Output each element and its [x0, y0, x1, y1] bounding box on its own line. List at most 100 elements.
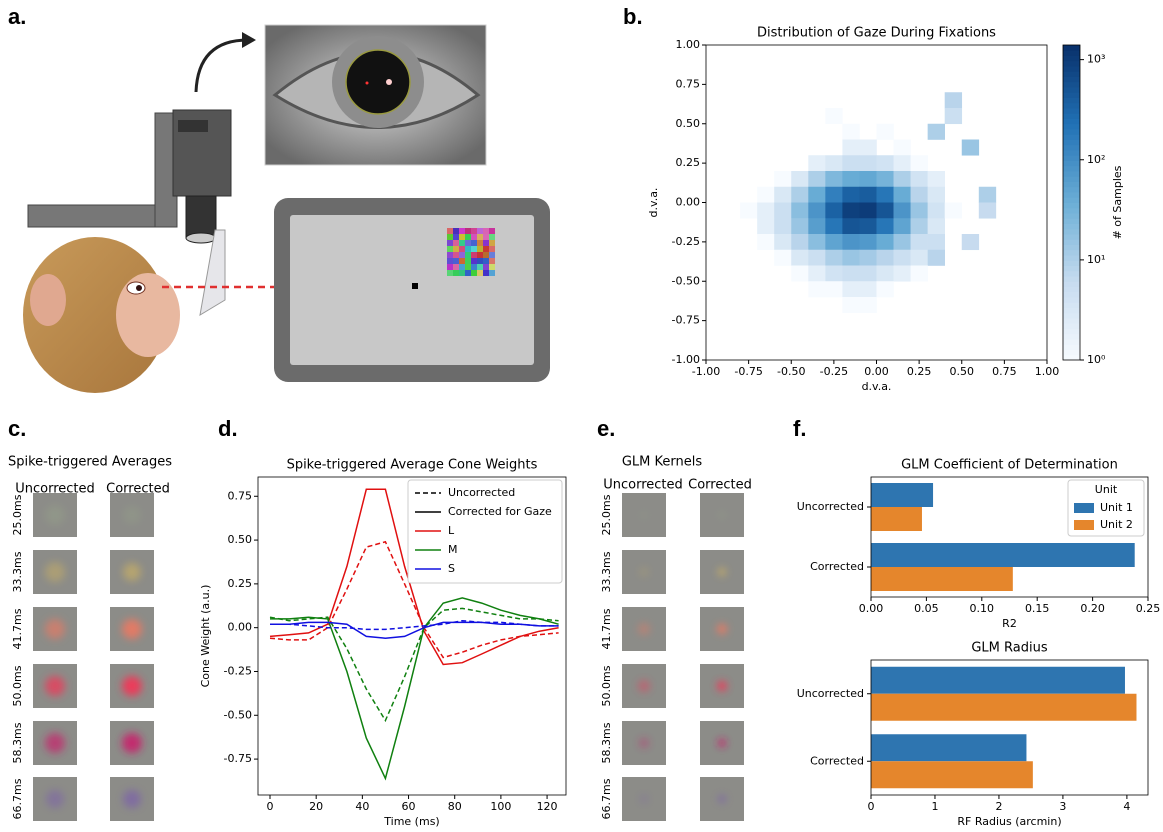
heatmap-cell — [877, 45, 894, 61]
heatmap-cell — [757, 108, 774, 124]
noise-cell — [489, 234, 495, 240]
heatmap-cell — [893, 218, 911, 235]
heatmap-cell — [910, 202, 928, 219]
heatmap-cell — [962, 281, 979, 297]
heatmap-cell — [740, 234, 757, 250]
colorbar-step — [1063, 134, 1080, 140]
heatmap-cell — [1030, 155, 1047, 171]
heatmap-cell — [757, 313, 774, 329]
heatmap-cell — [944, 202, 963, 219]
heatmap-cell — [859, 92, 876, 108]
noise-cell — [483, 246, 489, 252]
heatmap-cell — [893, 155, 911, 172]
colorbar-step — [1063, 281, 1080, 287]
heatmap-cell — [945, 250, 962, 266]
heatmap-cell — [825, 77, 842, 93]
noise-cell — [483, 270, 489, 276]
heatmap-cell — [876, 186, 894, 203]
heatmap-cell — [911, 45, 928, 61]
x-tick-label: 20 — [309, 800, 323, 813]
noise-cell — [459, 264, 465, 270]
noise-cell — [477, 234, 483, 240]
x-tick-label: 80 — [448, 800, 462, 813]
heatmap-cell — [1030, 61, 1047, 77]
heatmap-cell — [979, 61, 996, 77]
noise-cell — [459, 252, 465, 258]
x-tick-label: 4 — [1123, 800, 1130, 813]
heatmap-cell — [706, 140, 723, 156]
heatmap-cell — [757, 171, 774, 187]
colorbar-step — [1063, 323, 1080, 329]
heatmap-cell — [774, 77, 791, 93]
noise-cell — [483, 234, 489, 240]
heatmap-cell — [723, 108, 740, 124]
heatmap-cell — [1030, 92, 1047, 108]
noise-cell — [477, 228, 483, 234]
heatmap-cell — [893, 139, 911, 156]
heatmap-cell — [791, 297, 808, 313]
heatmap-cell — [911, 344, 928, 360]
heatmap-cell — [859, 218, 877, 235]
heatmap-cell — [859, 249, 877, 266]
heatmap-cell — [1030, 45, 1047, 61]
heatmap-cell — [723, 124, 740, 140]
heatmap-cell — [774, 249, 792, 266]
noise-cell — [477, 252, 483, 258]
heatmap-cell — [1013, 297, 1030, 313]
noise-cell — [483, 258, 489, 264]
kernel-blob — [639, 510, 649, 520]
heatmap-cell — [723, 61, 740, 77]
heatmap-cell — [723, 297, 740, 313]
heatmap-cell — [996, 92, 1013, 108]
y-tick-label: 0.25 — [676, 156, 701, 169]
heatmap-cell — [842, 329, 859, 345]
colorbar-step — [1063, 276, 1080, 282]
row-label: 66.7ms — [11, 778, 24, 819]
row-label: 58.3ms — [600, 722, 613, 763]
heatmap-cell — [825, 171, 843, 188]
heatmap-cell — [723, 281, 740, 297]
heatmap-cell — [962, 297, 979, 313]
noise-cell — [459, 234, 465, 240]
heatmap-cell — [1013, 313, 1030, 329]
axes-frame — [870, 476, 1149, 598]
kernel-blob — [638, 680, 650, 692]
heatmap-cell — [945, 344, 962, 360]
heatmap-cell — [757, 250, 774, 266]
heatmap-cell — [996, 313, 1013, 329]
heatmap-cell — [842, 186, 860, 203]
heatmap-cell — [962, 203, 979, 219]
heatmap-cell — [894, 124, 911, 140]
y-tick-label: Corrected — [810, 560, 864, 573]
colorbar-step — [1063, 255, 1080, 261]
noise-cell — [489, 240, 495, 246]
heatmap-cell — [740, 92, 757, 108]
heatmap-cell — [945, 234, 962, 250]
noise-cell — [477, 258, 483, 264]
heatmap-cell — [876, 218, 894, 235]
heatmap-cell — [1030, 281, 1047, 297]
y-tick-label: 1.00 — [676, 38, 701, 51]
colorbar-step — [1063, 102, 1080, 109]
reflection — [386, 79, 392, 85]
heatmap-cell — [928, 77, 945, 93]
heatmap-cell — [996, 266, 1013, 282]
noise-cell — [459, 258, 465, 264]
heatmap-cell — [911, 281, 928, 297]
colorbar-step — [1063, 197, 1080, 203]
heatmap-cell — [996, 297, 1013, 313]
heatmap-cell — [706, 61, 723, 77]
noise-cell — [483, 252, 489, 258]
line — [270, 619, 559, 631]
heatmap-cell — [911, 140, 928, 156]
heatmap-cell — [842, 92, 859, 108]
colorbar-step — [1063, 339, 1080, 345]
colorbar-step — [1063, 144, 1080, 151]
heatmap-cell — [757, 45, 774, 61]
legend-label: Unit 1 — [1100, 501, 1133, 514]
heatmap-cell — [808, 234, 826, 251]
heatmap-cell — [894, 61, 911, 77]
heatmap-cell — [1030, 203, 1047, 219]
heatmap-cell — [1013, 140, 1030, 156]
